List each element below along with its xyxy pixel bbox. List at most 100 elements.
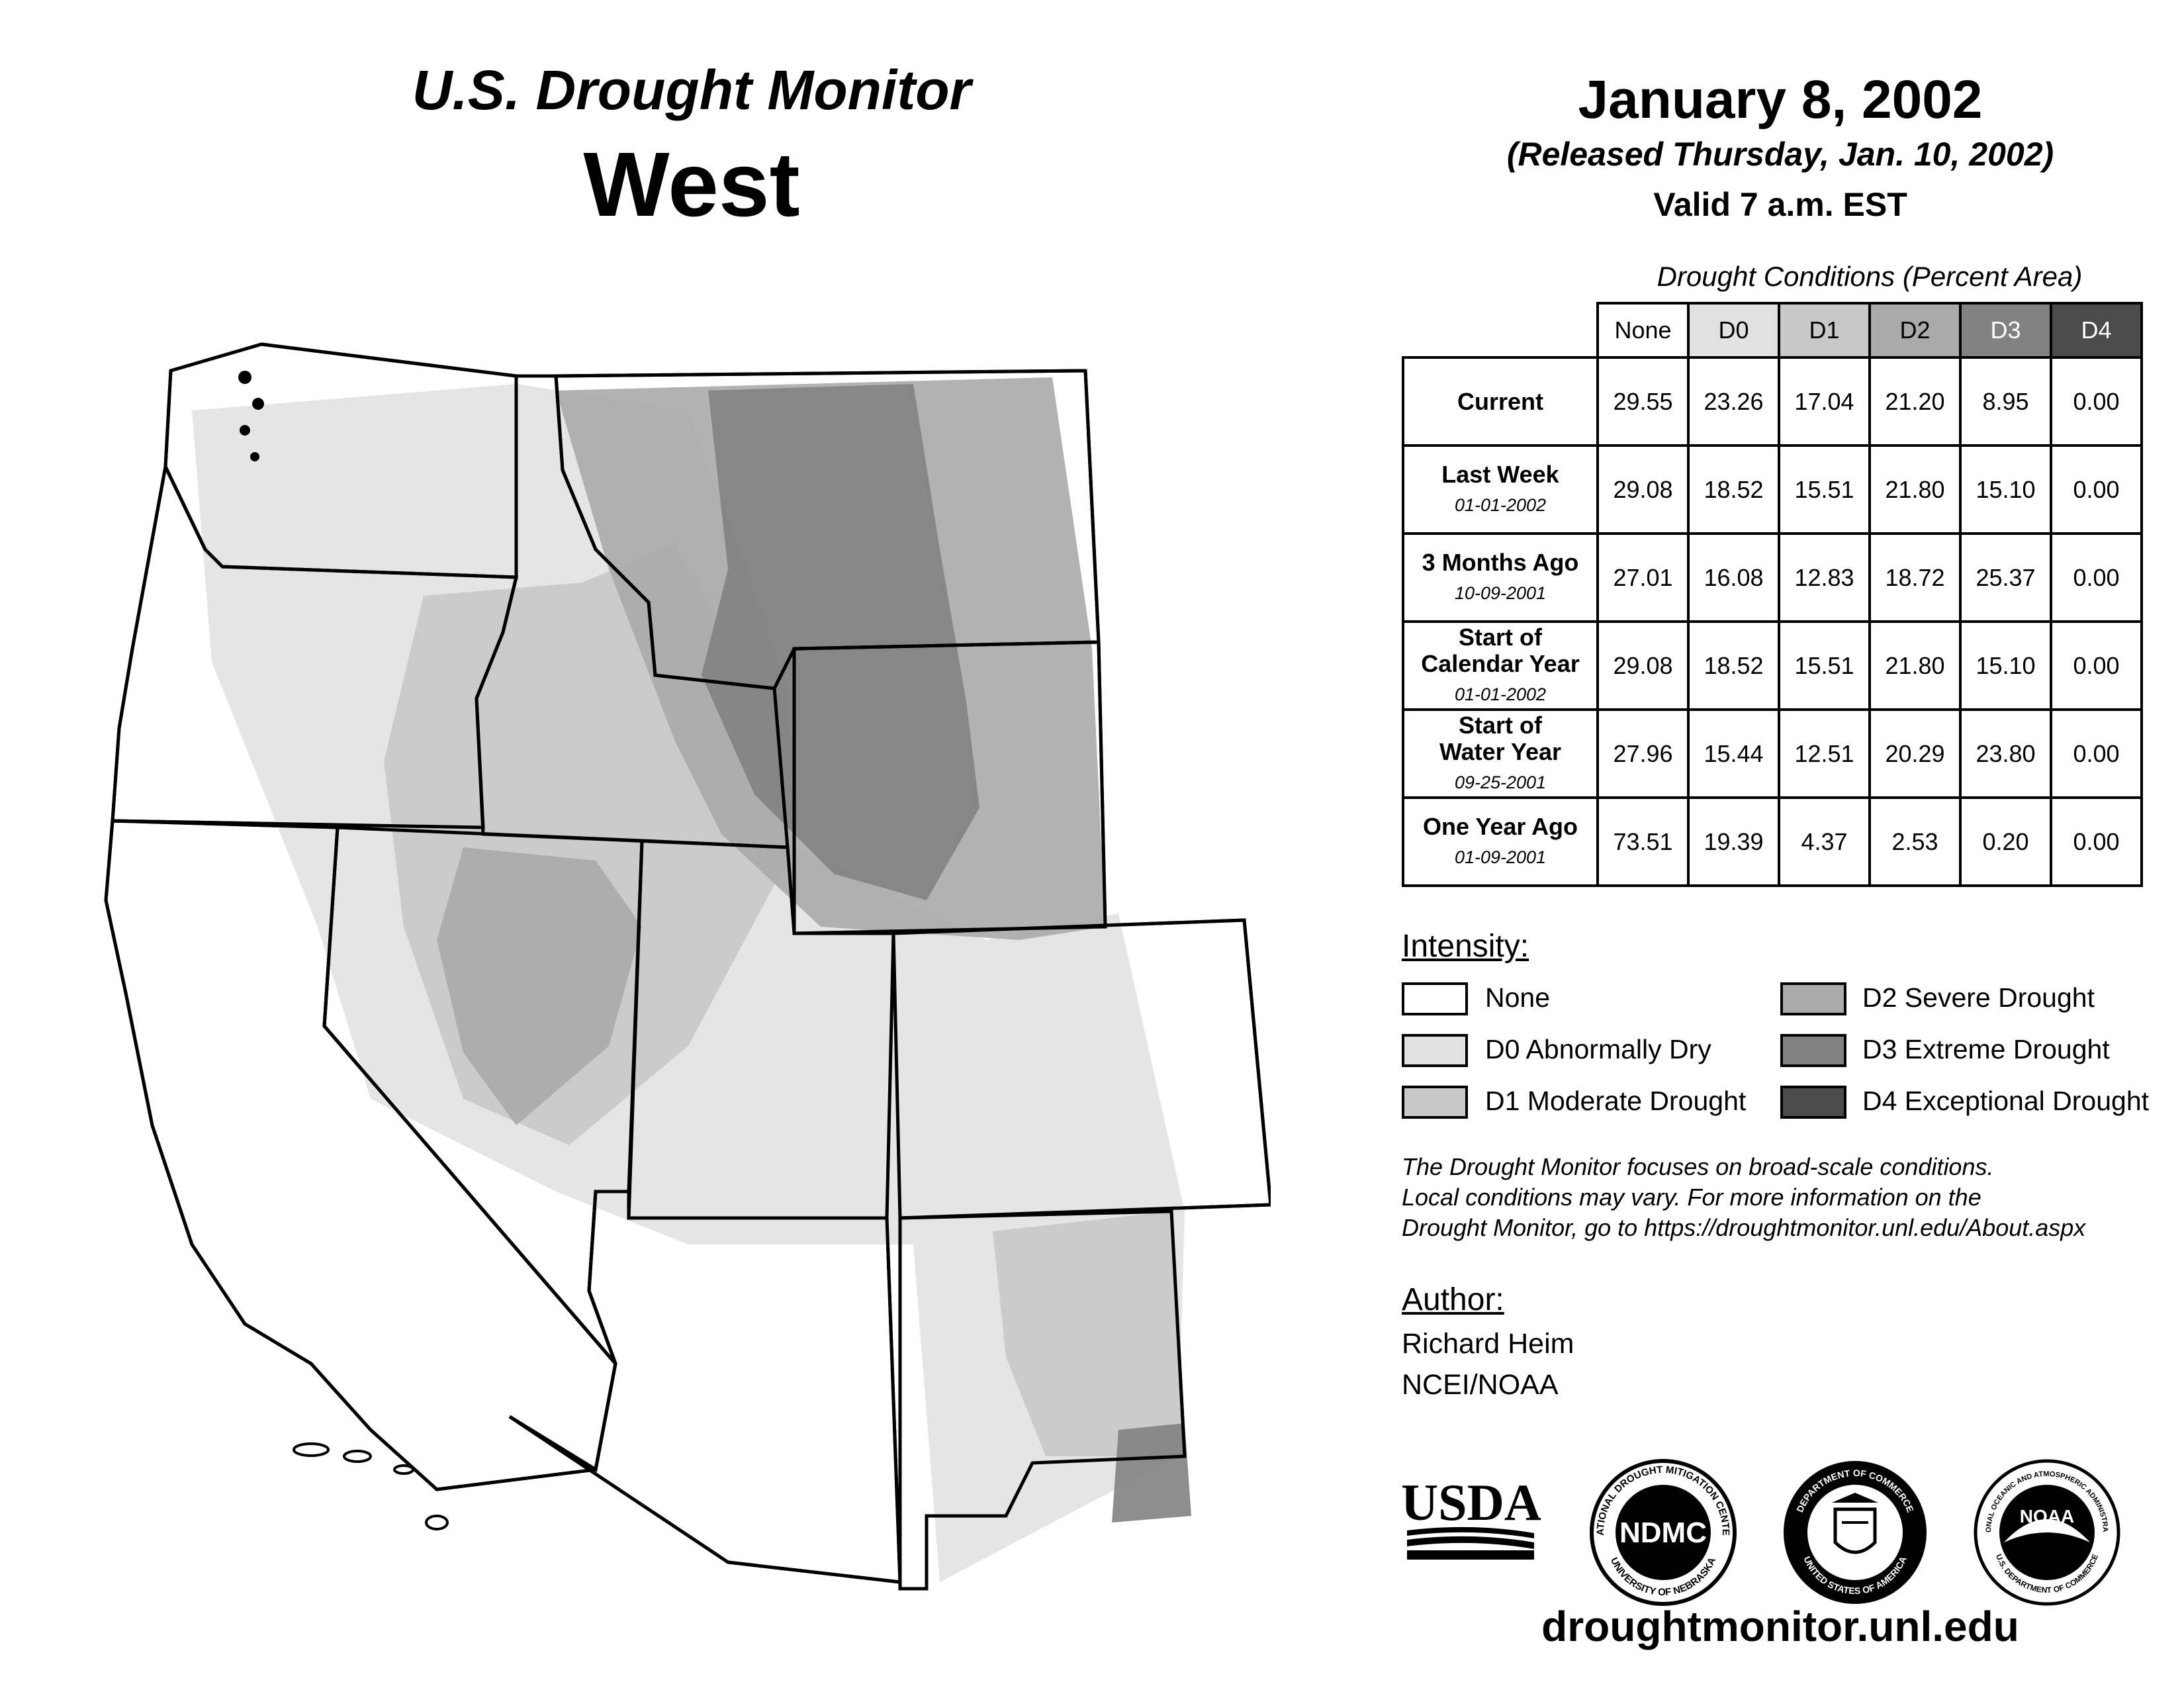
table-cell: 12.83 — [1778, 532, 1871, 623]
ndmc-text: NDMC — [1619, 1517, 1707, 1549]
noaa-text: NOAA — [2020, 1506, 2074, 1526]
col-header-d2: D2 — [1868, 302, 1962, 359]
table-cell: 29.08 — [1596, 444, 1690, 535]
table-cell: 17.04 — [1778, 356, 1871, 447]
legend-label-d3: D3 Extreme Drought — [1862, 1034, 2110, 1064]
legend-swatch-d2 — [1780, 982, 1846, 1015]
table-cell: 23.80 — [1959, 708, 2052, 799]
disclaimer-line: The Drought Monitor focuses on broad-sca… — [1402, 1153, 1994, 1180]
table-row-3-months-ago: 3 Months Ago 10-09-2001 27.01 16.08 12.83… — [1402, 532, 2143, 623]
author-title: Author: — [1402, 1282, 1504, 1317]
table-cell: 73.51 — [1596, 796, 1690, 887]
table-row-one-year-ago: One Year Ago 01-09-2001 73.51 19.39 4.37 … — [1402, 796, 2143, 887]
table-cell: 18.52 — [1687, 620, 1780, 711]
map-title: U.S. Drought Monitor — [412, 59, 972, 121]
table-cell: 21.80 — [1868, 444, 1962, 535]
d2-great-basin-area — [437, 847, 642, 1125]
drought-map — [104, 342, 1271, 1591]
table-cell: 4.37 — [1778, 796, 1871, 887]
table-cell: 25.37 — [1959, 532, 2052, 623]
legend-label-d2: D2 Severe Drought — [1862, 982, 2095, 1013]
table-header-row: None D0 D1 D2 D3 D4 — [1403, 302, 2143, 359]
table-cell: 27.96 — [1596, 708, 1690, 799]
table-cell: 15.51 — [1778, 620, 1871, 711]
row-label: One Year Ago 01-09-2001 — [1402, 796, 1599, 887]
table-row-current: Current 29.55 23.26 17.04 21.20 8.95 0.0… — [1402, 356, 2143, 447]
usda-logo-text: USDA — [1402, 1474, 1541, 1531]
author-org: NCEI/NOAA — [1402, 1369, 1559, 1401]
table-cell: 8.95 — [1959, 356, 2052, 447]
col-header-d1: D1 — [1778, 302, 1871, 359]
legend-label-d0: D0 Abnormally Dry — [1485, 1034, 1711, 1064]
legend-label-d1: D1 Moderate Drought — [1485, 1086, 1747, 1116]
table-row-start-of-calendar-year: Start of Calendar Year 01-01-2002 29.08 18… — [1402, 620, 2143, 711]
table-cell: 18.52 — [1687, 444, 1780, 535]
d3-montana-wyoming-area — [702, 384, 979, 900]
col-header-d4: D4 — [2050, 302, 2143, 359]
table-cell: 15.10 — [1959, 444, 2052, 535]
col-header-none: None — [1596, 302, 1690, 359]
usda-logo: USDA — [1402, 1474, 1541, 1560]
row-label: Start of Water Year 09-25-2001 — [1402, 708, 1599, 799]
table-cell: 0.00 — [2050, 796, 2143, 887]
state-borders — [104, 342, 1271, 1591]
row-label: 3 Months Ago 10-09-2001 — [1402, 532, 1599, 623]
noaa-logo: NATIONAL OCEANIC AND ATMOSPHERIC ADMINIS… — [1971, 1456, 2120, 1606]
release-date: (Released Thursday, Jan. 10, 2002) — [1506, 136, 2054, 173]
row-label: Start of Calendar Year 01-01-2002 — [1402, 620, 1599, 711]
legend-swatch-d4 — [1780, 1086, 1846, 1119]
table-cell: 29.55 — [1596, 356, 1690, 447]
table-cell: 0.00 — [2050, 620, 2143, 711]
table-corner-cell — [1403, 303, 1598, 359]
ndmc-logo: NATIONAL DROUGHT MITIGATION CENTER UNIVE… — [1587, 1456, 1737, 1606]
table-cell: 15.10 — [1959, 620, 2052, 711]
table-cell: 20.29 — [1868, 708, 1962, 799]
table-cell: 21.20 — [1868, 356, 1962, 447]
row-label: Current — [1402, 356, 1599, 447]
table-cell: 19.39 — [1687, 796, 1780, 887]
drought-areas — [192, 377, 1191, 1582]
drought-conditions-table: None D0 D1 D2 D3 D4 Current 29.55 23.26 … — [1402, 302, 2143, 887]
table-cell: 0.00 — [2050, 356, 2143, 447]
table-cell: 12.51 — [1778, 708, 1871, 799]
d3-southeast-nm-area — [1112, 1423, 1191, 1523]
table-cell: 0.00 — [2050, 708, 2143, 799]
legend-label-none: None — [1485, 982, 1551, 1013]
table-caption: Drought Conditions (Percent Area) — [1657, 261, 2083, 292]
table-cell: 27.01 — [1596, 532, 1690, 623]
table-cell: 18.72 — [1868, 532, 1962, 623]
table-row-start-of-water-year: Start of Water Year 09-25-2001 27.96 15.44… — [1402, 708, 2143, 799]
disclaimer-text: The Drought Monitor focuses on broad-sca… — [1402, 1152, 2163, 1243]
col-header-d0: D0 — [1687, 302, 1780, 359]
col-header-d3: D3 — [1959, 302, 2052, 359]
puget-sound-islands — [238, 371, 264, 461]
table-cell: 0.00 — [2050, 532, 2143, 623]
table-cell: 16.08 — [1687, 532, 1780, 623]
legend-swatch-d0 — [1402, 1034, 1468, 1067]
disclaimer-line: Local conditions may vary. For more info… — [1402, 1184, 1981, 1211]
table-cell: 29.08 — [1596, 620, 1690, 711]
row-label: Last Week 01-01-2002 — [1402, 444, 1599, 535]
table-cell: 0.20 — [1959, 796, 2052, 887]
table-cell: 15.51 — [1778, 444, 1871, 535]
legend-swatch-d3 — [1780, 1034, 1846, 1067]
d1-southeast-area — [993, 1211, 1185, 1456]
channel-islands — [293, 1442, 449, 1530]
table-cell: 0.00 — [2050, 444, 2143, 535]
table-row-last-week: Last Week 01-01-2002 29.08 18.52 15.51 21… — [1402, 444, 2143, 535]
disclaimer-line: Drought Monitor, go to https://droughtmo… — [1402, 1214, 2086, 1241]
website-link[interactable]: droughtmonitor.unl.edu — [1541, 1603, 2019, 1650]
table-cell: 21.80 — [1868, 620, 1962, 711]
legend-title: Intensity: — [1402, 929, 1529, 964]
table-cell: 23.26 — [1687, 356, 1780, 447]
table-cell: 2.53 — [1868, 796, 1962, 887]
valid-time: Valid 7 a.m. EST — [1653, 186, 1907, 223]
doc-seal-logo: DEPARTMENT OF COMMERCE UNITED STATES OF … — [1784, 1461, 1927, 1604]
map-region-title: West — [583, 134, 800, 236]
table-cell: 15.44 — [1687, 708, 1780, 799]
legend-label-d4: D4 Exceptional Drought — [1862, 1086, 2150, 1116]
legend-swatch-none — [1402, 982, 1468, 1015]
map-date: January 8, 2002 — [1578, 70, 1983, 130]
legend-swatch-d1 — [1402, 1086, 1468, 1119]
author-name: Richard Heim — [1402, 1328, 1574, 1360]
